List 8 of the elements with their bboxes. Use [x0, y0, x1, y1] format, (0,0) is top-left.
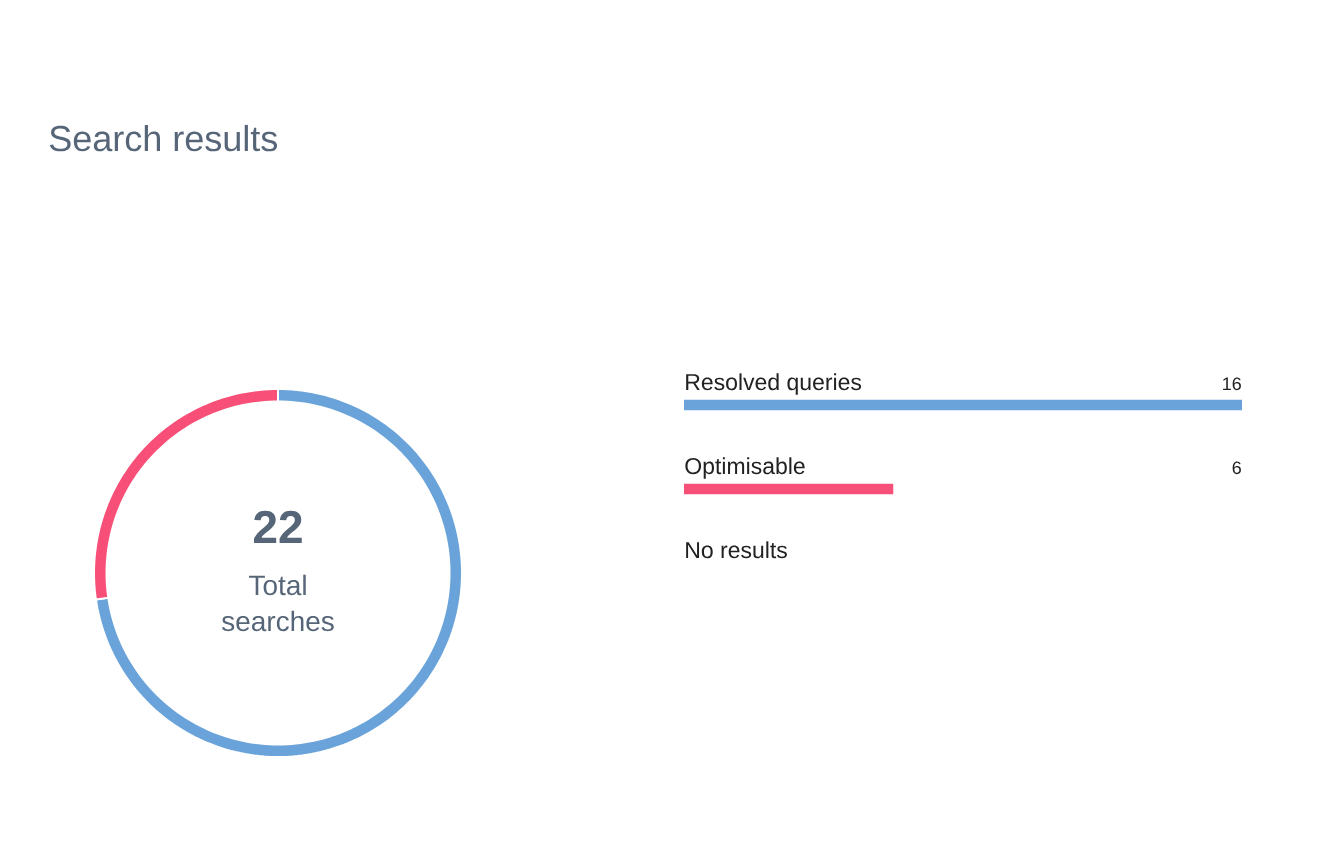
data-label: 16 [1223, 377, 1241, 391]
data-label: 6 [1232, 461, 1241, 475]
y-tick-label: No results [686, 541, 787, 559]
y-tick-label: Resolved queries [686, 373, 862, 395]
text: Total searches [221, 574, 334, 632]
y-tick-label: Optimisable [685, 457, 805, 479]
text: 22 [254, 510, 302, 543]
chart-title: Search results [49, 124, 278, 152]
